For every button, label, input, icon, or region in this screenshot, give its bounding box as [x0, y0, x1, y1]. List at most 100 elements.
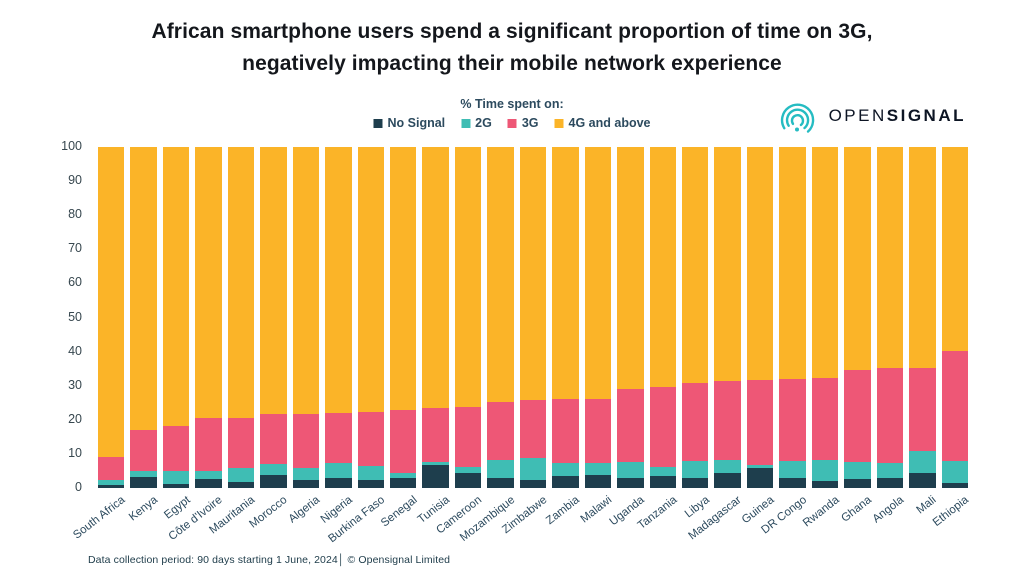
- legend-swatch-icon: [507, 118, 517, 128]
- bar-ghana: [844, 147, 871, 488]
- bar-segment-no-signal: [487, 477, 514, 488]
- legend-item-no-signal: No Signal: [373, 116, 445, 130]
- title-line-2: negatively impacting their mobile networ…: [242, 51, 782, 75]
- bar-segment-4g-and-above: [227, 147, 255, 418]
- y-tick-label: 0: [75, 480, 82, 494]
- bar-egypt: [162, 147, 190, 488]
- bar-segment-no-signal: [649, 476, 677, 488]
- x-axis-label: Algeria: [286, 494, 323, 526]
- bar-segment-2g: [909, 450, 936, 473]
- bar-south-africa: [97, 147, 125, 488]
- bar-segment-4g-and-above: [97, 147, 125, 457]
- y-tick-label: 10: [68, 445, 82, 460]
- bar-segment-2g: [422, 462, 449, 466]
- legend-swatch-icon: [554, 118, 564, 128]
- bar-segment-3g: [552, 399, 579, 464]
- y-tick-label: 60: [68, 275, 82, 290]
- bar-segment-4g-and-above: [876, 147, 904, 369]
- bar-segment-3g: [746, 379, 774, 465]
- x-axis-label: Ethiopia: [931, 494, 972, 530]
- bar-segment-2g: [357, 465, 385, 481]
- bar-segment-4g-and-above: [487, 147, 514, 402]
- bar-segment-2g: [941, 460, 969, 483]
- bar-segment-no-signal: [519, 479, 547, 488]
- bar-segment-4g-and-above: [422, 147, 449, 408]
- bar-segment-2g: [487, 459, 514, 478]
- bar-segment-3g: [162, 425, 190, 472]
- bar-rwanda: [811, 147, 839, 488]
- bar-segment-no-signal: [941, 482, 969, 488]
- bar-segment-4g-and-above: [389, 147, 417, 410]
- bar-madagascar: [714, 147, 741, 488]
- bar-segment-2g: [325, 463, 352, 479]
- bar-segment-no-signal: [97, 485, 125, 488]
- bar-segment-2g: [649, 466, 677, 477]
- bar-segment-3g: [357, 411, 385, 466]
- chart-legend: % Time spent on: No Signal 2G 3G 4G and abo…: [373, 97, 651, 130]
- legend-item-3g: 3G: [507, 116, 539, 130]
- page-title: African smartphone users spend a signifi…: [0, 16, 1024, 79]
- x-axis-label: Senegal: [378, 494, 420, 530]
- bar-segment-no-signal: [681, 478, 709, 488]
- bar-segment-4g-and-above: [195, 147, 222, 419]
- x-axis-label: Mali: [914, 494, 939, 517]
- bar-segment-3g: [389, 409, 417, 473]
- x-axis-label: Rwanda: [800, 494, 842, 530]
- bar-segment-3g: [779, 379, 806, 462]
- bar-segment-no-signal: [260, 474, 287, 488]
- bar-segment-2g: [876, 463, 904, 479]
- bar-segment-4g-and-above: [649, 147, 677, 387]
- bar-segment-2g: [584, 463, 612, 476]
- bar-segment-no-signal: [779, 478, 806, 488]
- opensignal-logo-icon: [776, 96, 820, 136]
- bar-segment-3g: [811, 378, 839, 460]
- legend-label: 4G and above: [568, 116, 651, 130]
- bar-segment-no-signal: [389, 477, 417, 488]
- bar-segment-3g: [292, 414, 320, 468]
- bar-mozambique: [487, 147, 514, 488]
- bar-burkina-faso: [357, 147, 385, 488]
- bar-segment-4g-and-above: [454, 147, 482, 407]
- title-line-1: African smartphone users spend a signifi…: [151, 20, 873, 43]
- bar-segment-2g: [519, 458, 547, 480]
- y-tick-label: 90: [68, 173, 82, 188]
- bar-segment-2g: [454, 467, 482, 474]
- bar-senegal: [389, 147, 417, 488]
- legend-heading: % Time spent on:: [460, 97, 564, 111]
- bar-segment-2g: [779, 461, 806, 479]
- bar-segment-4g-and-above: [714, 147, 741, 381]
- legend-items: No Signal 2G 3G 4G and above: [373, 116, 651, 130]
- bar-segment-2g: [162, 471, 190, 484]
- bar-ethiopia: [941, 147, 969, 488]
- bar-algeria: [292, 147, 320, 488]
- y-tick-label: 20: [68, 411, 82, 426]
- bar-segment-2g: [130, 471, 157, 478]
- legend-label: No Signal: [387, 116, 446, 130]
- bar-kenya: [130, 147, 157, 488]
- bar-segment-2g: [617, 462, 644, 478]
- y-tick-label: 70: [68, 241, 82, 256]
- y-tick-label: 100: [61, 139, 82, 153]
- bar-segment-4g-and-above: [844, 147, 871, 371]
- bar-malawi: [584, 147, 612, 488]
- logo-text-open: OPEN: [828, 106, 887, 125]
- bar-segment-no-signal: [844, 479, 871, 488]
- x-axis-label: Kenya: [126, 494, 161, 524]
- bar-segment-no-signal: [617, 477, 644, 488]
- x-axis-label: Angola: [870, 494, 907, 526]
- bar-segment-2g: [746, 464, 774, 469]
- bar-segment-no-signal: [162, 483, 190, 488]
- bar-segment-no-signal: [552, 476, 579, 488]
- bar-segment-3g: [649, 386, 677, 467]
- bar-segment-4g-and-above: [357, 147, 385, 412]
- bar-segment-3g: [260, 414, 287, 465]
- bar-libya: [681, 147, 709, 488]
- bar-segment-4g-and-above: [779, 147, 806, 380]
- bar-segment-3g: [325, 413, 352, 464]
- bar-segment-no-signal: [876, 478, 904, 488]
- bar-segment-4g-and-above: [909, 147, 936, 369]
- bar-tanzania: [649, 147, 677, 488]
- opensignal-logo: OPENSIGNAL: [776, 96, 966, 136]
